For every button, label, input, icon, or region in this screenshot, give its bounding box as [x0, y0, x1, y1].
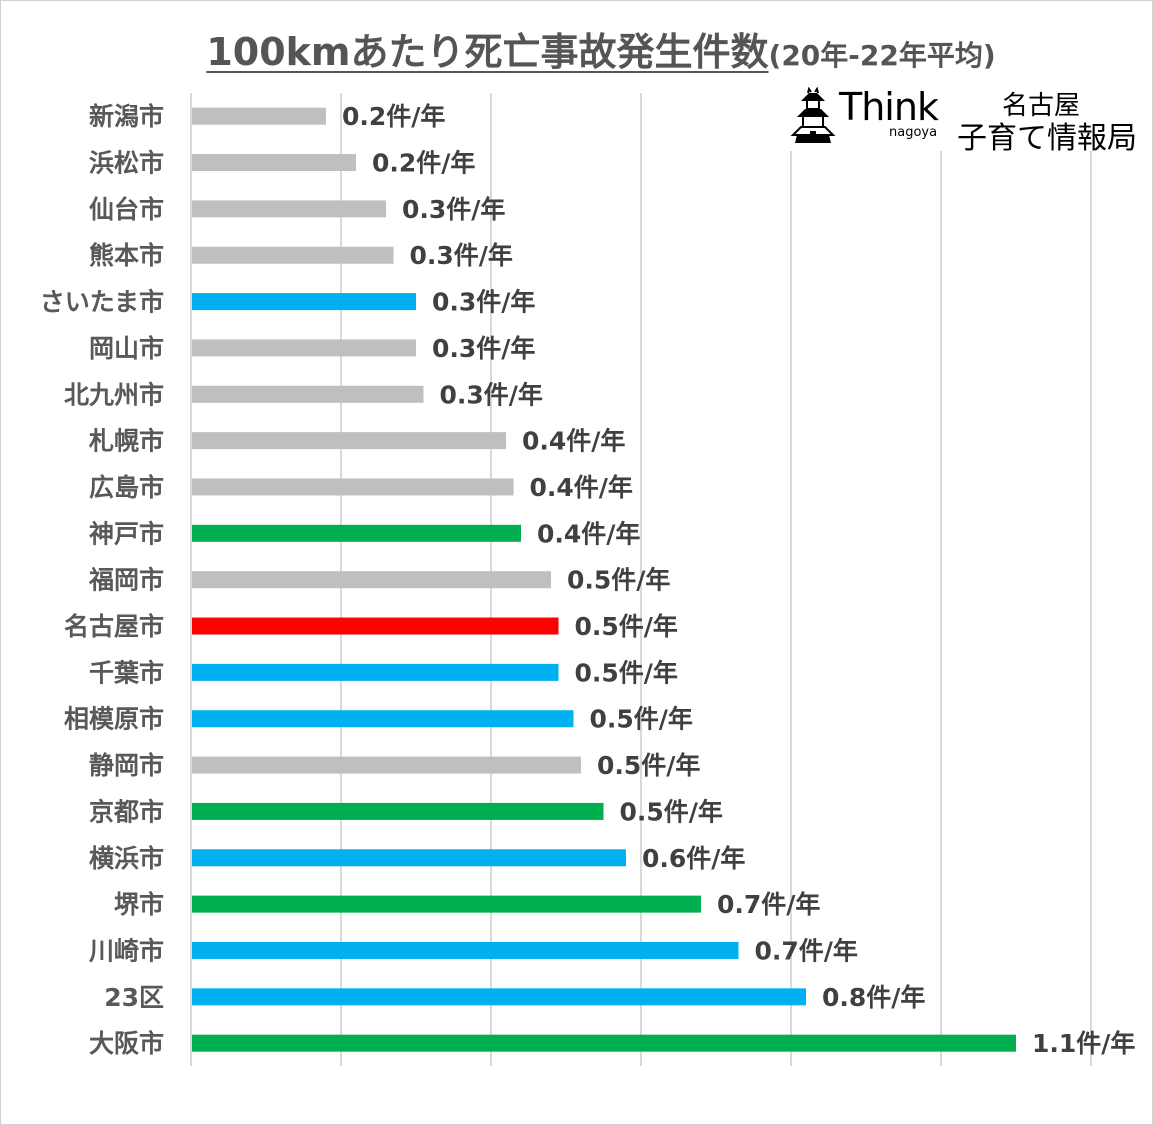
logo-line1: 名古屋 — [1002, 91, 1081, 121]
castle-icon — [790, 87, 836, 143]
data-label: 0.8件/年 — [822, 983, 925, 1012]
data-label: 1.1件/年 — [1032, 1029, 1135, 1058]
category-label: 堺市 — [114, 890, 164, 919]
data-label: 0.4件/年 — [530, 473, 633, 502]
category-label: 23区 — [104, 983, 164, 1012]
bar — [192, 1034, 1016, 1052]
data-label: 0.5件/年 — [575, 612, 678, 641]
data-label: 0.2件/年 — [342, 102, 445, 131]
data-label: 0.5件/年 — [597, 751, 700, 780]
bar — [192, 524, 521, 542]
bar — [192, 385, 424, 403]
category-label: 川崎市 — [89, 936, 164, 965]
category-label: 浜松市 — [89, 149, 164, 178]
category-label: 相模原市 — [64, 705, 164, 734]
bar — [192, 107, 326, 125]
bar — [192, 200, 386, 218]
data-label: 0.2件/年 — [372, 149, 475, 178]
category-label: 岡山市 — [89, 334, 164, 363]
data-label: 0.3件/年 — [432, 288, 535, 317]
bar — [192, 432, 506, 450]
bar — [192, 246, 394, 264]
bar — [192, 988, 806, 1006]
category-label: 札幌市 — [88, 427, 164, 456]
bar — [192, 895, 701, 913]
brand-logo: Think nagoya 名古屋 子育て情報局 — [789, 85, 1145, 156]
chart-subtitle: (20年-22年平均) — [768, 39, 996, 72]
logo-line2: 子育て情報局 — [957, 121, 1137, 156]
bar — [192, 478, 514, 496]
category-label: 新潟市 — [89, 102, 164, 131]
chart-title-main: 100kmあたり死亡事故発生件数 — [206, 30, 769, 74]
data-label: 0.4件/年 — [537, 519, 640, 548]
data-label: 0.3件/年 — [440, 380, 543, 409]
category-label: 熊本市 — [89, 241, 164, 270]
bar — [192, 849, 626, 867]
bar — [192, 154, 356, 172]
bar — [192, 756, 581, 774]
category-label: 千葉市 — [89, 658, 164, 687]
category-label: 北九州市 — [64, 380, 164, 409]
bars — [192, 107, 1016, 1052]
bar — [192, 663, 559, 681]
data-label: 0.3件/年 — [402, 195, 505, 224]
bar — [192, 941, 739, 959]
category-label: 広島市 — [89, 473, 164, 502]
category-label: さいたま市 — [40, 288, 164, 317]
data-label: 0.6件/年 — [642, 844, 745, 873]
category-label: 福岡市 — [88, 566, 164, 595]
category-label: 仙台市 — [89, 195, 164, 224]
data-label: 0.5件/年 — [575, 658, 678, 687]
category-labels: 新潟市浜松市仙台市熊本市さいたま市岡山市北九州市札幌市広島市神戸市福岡市名古屋市… — [40, 102, 164, 1058]
data-label: 0.7件/年 — [755, 936, 858, 965]
bar — [192, 617, 559, 635]
data-label: 0.5件/年 — [590, 705, 693, 734]
category-label: 静岡市 — [89, 751, 164, 780]
category-label: 京都市 — [89, 797, 164, 826]
data-label: 0.7件/年 — [717, 890, 820, 919]
chart-title: 100kmあたり死亡事故発生件数(20年-22年平均) — [1, 21, 1152, 76]
logo-brand-text: Think — [839, 85, 939, 129]
category-label: 横浜市 — [89, 844, 164, 873]
data-label: 0.3件/年 — [410, 241, 513, 270]
category-label: 大阪市 — [89, 1029, 164, 1058]
bar — [192, 293, 416, 311]
data-label: 0.5件/年 — [567, 566, 670, 595]
bar — [192, 571, 551, 589]
data-label: 0.4件/年 — [522, 427, 625, 456]
data-label: 0.5件/年 — [620, 797, 723, 826]
bar — [192, 710, 574, 728]
value-labels: 0.2件/年 0.2件/年 0.3件/年 0.3件/年 0.3件/年 0.3件/年 0.3件… — [342, 102, 1135, 1058]
logo-brand-subtext: nagoya — [889, 125, 938, 140]
bar — [192, 802, 604, 820]
data-label: 0.3件/年 — [432, 334, 535, 363]
category-label: 名古屋市 — [64, 612, 164, 641]
bar — [192, 339, 416, 357]
category-label: 神戸市 — [89, 519, 164, 548]
